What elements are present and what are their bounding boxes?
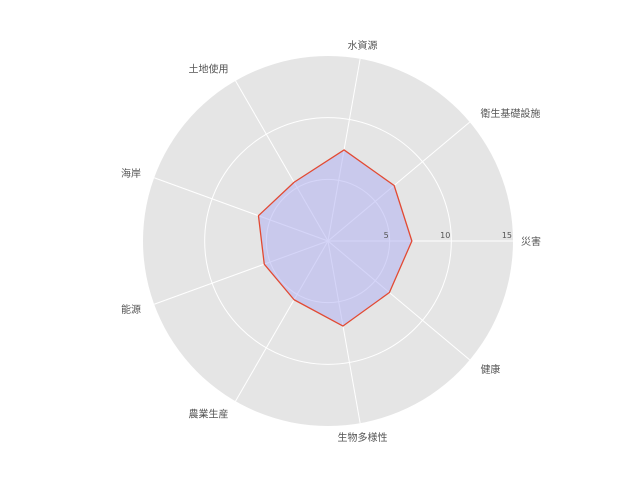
category-label: 衛生基礎設施 (480, 107, 540, 120)
category-label: 能源 (121, 303, 141, 316)
series-line (257, 149, 413, 327)
radial-tick-label: 10 (440, 231, 450, 240)
category-label: 海岸 (121, 167, 141, 180)
radial-tick-label: 15 (502, 231, 512, 240)
category-label: 土地使用 (189, 63, 229, 76)
category-label: 健康 (480, 363, 500, 376)
category-label: 生物多様性 (338, 431, 388, 444)
radial-tick-labels: 5 10 15 (384, 231, 512, 240)
radial-tick-label: 5 (384, 231, 389, 240)
category-label: 農業生産 (189, 407, 229, 420)
category-label: 災害 (521, 235, 541, 248)
series-area (258, 149, 412, 327)
category-label: 水資源 (348, 39, 378, 52)
series-layer (257, 149, 413, 327)
